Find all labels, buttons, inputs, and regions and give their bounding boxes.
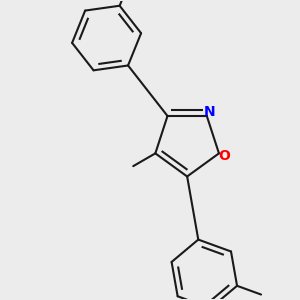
Text: N: N — [203, 105, 215, 119]
Text: O: O — [219, 149, 230, 163]
